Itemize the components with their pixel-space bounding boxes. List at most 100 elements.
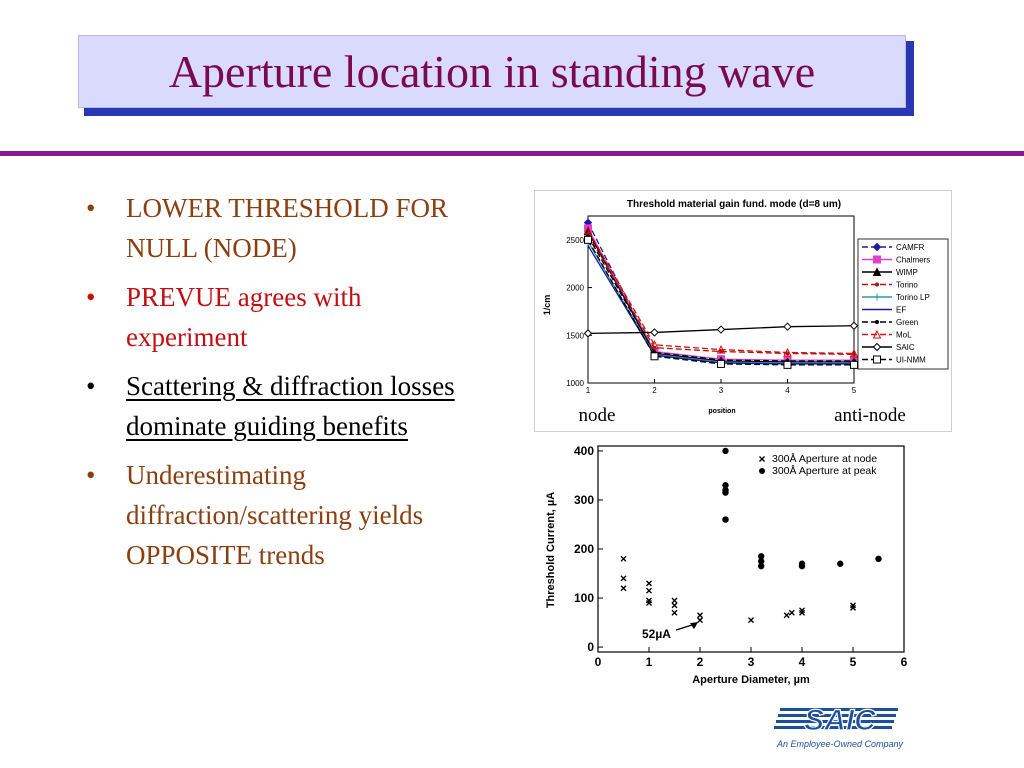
data-point: [646, 580, 652, 587]
legend-marker: [759, 468, 765, 474]
annotation-anti-node: anti-node: [834, 405, 906, 426]
legend-marker: [872, 342, 882, 352]
y-tick-label: 200: [574, 542, 594, 556]
data-point: [783, 612, 790, 619]
threshold-current-chart: 0 1 2 3 4 5 6 0 100 200 300 400 Aperture Diameter, µ…: [536, 440, 916, 690]
y-axis-label: Threshold Current, µA: [545, 492, 557, 608]
x-tick-label: 1: [586, 386, 591, 395]
legend-label: Torino LP: [896, 293, 930, 302]
data-point: [850, 604, 856, 611]
data-point: [758, 553, 765, 560]
x-tick-label: 4: [799, 655, 806, 669]
x-tick-label: 2: [697, 655, 704, 669]
y-tick-label: 1000: [566, 379, 584, 388]
legend-label: Green: [896, 318, 918, 327]
legend-marker: [875, 282, 879, 287]
annotation-node: node: [579, 405, 616, 426]
data-point: [748, 617, 754, 624]
data-point: [620, 575, 627, 582]
y-tick-label: 2000: [566, 284, 584, 293]
logo-wordmark: SAIC: [804, 704, 877, 737]
bullet-item: • PREVUE agrees with experiment: [86, 277, 476, 357]
y-tick-label: 0: [587, 640, 594, 654]
data-point: [650, 340, 659, 349]
y-tick-label: 100: [574, 591, 594, 605]
bullet-dot: •: [86, 193, 96, 223]
series-mol: [583, 225, 859, 358]
data-point: [671, 602, 678, 609]
series-ui-nmm: [584, 235, 858, 369]
x-axis-label: Aperture Diameter, µm: [692, 674, 810, 686]
y-axis-label: 1/cm: [542, 295, 552, 316]
bullet-item: • Scattering & diffraction losses domina…: [86, 366, 476, 446]
data-point: [697, 617, 703, 624]
legend-marker: [873, 355, 881, 364]
bullet-item: • Underestimating diffraction/scattering…: [86, 455, 476, 575]
saic-logo-mark: SAIC: [774, 703, 898, 738]
legend-marker: [872, 329, 882, 339]
data-point: [798, 562, 806, 570]
slide-title: Aperture location in standing wave: [168, 46, 816, 97]
data-point: [719, 349, 723, 354]
data-point: [875, 555, 882, 563]
y-tick-label: 400: [574, 444, 594, 458]
legend-label: Chalmers: [896, 256, 930, 265]
data-point: [849, 321, 859, 330]
data-point: [783, 322, 792, 331]
data-point: [783, 347, 792, 357]
saic-logo: SAIC An Employee-Owned Company: [770, 700, 910, 756]
data-point: [583, 329, 593, 338]
x-tick-label: 4: [785, 386, 790, 395]
y-tick-label: 2500: [566, 236, 584, 245]
logo-tagline: An Employee-Owned Company: [776, 739, 904, 749]
data-point: [671, 609, 678, 616]
legend-label: 300Å Aperture at peak: [772, 464, 877, 477]
data-point: [758, 558, 765, 565]
bullet-dot: •: [86, 282, 96, 312]
chart-title: Threshold material gain fund. mode (d=8 …: [627, 199, 841, 210]
title-box: Aperture location in standing wave: [78, 35, 906, 108]
data-point: [620, 555, 627, 562]
divider-rule: [0, 151, 1024, 156]
x-tick-label: 5: [852, 386, 857, 395]
legend-label: 300Å Aperture at node: [772, 452, 877, 465]
legend-label: WIMP: [896, 268, 918, 277]
data-point: [650, 328, 659, 337]
legend-marker: [875, 320, 879, 324]
bullet-dot: •: [86, 460, 96, 490]
legend-label: UI-NMM: [896, 356, 926, 365]
data-point: [584, 235, 592, 244]
legend-label: MoL: [896, 331, 912, 340]
x-tick-label: 3: [748, 655, 755, 669]
data-point: [788, 609, 795, 616]
x-tick-label: 6: [901, 655, 908, 669]
bullet-list: • LOWER THRESHOLD FOR NULL (NODE) • PREV…: [86, 188, 476, 584]
data-point: [799, 609, 805, 616]
legend-label: Torino: [896, 281, 918, 290]
legend-marker: [872, 267, 882, 276]
legend-marker: [872, 242, 882, 252]
data-point: [722, 516, 729, 523]
legend-marker: [873, 255, 881, 264]
legend-label: SAIC: [896, 343, 915, 352]
data-point: [671, 597, 678, 604]
y-tick-label: 300: [574, 493, 594, 507]
data-point: [722, 447, 729, 455]
data-point: [722, 482, 729, 489]
x-tick-label: 2: [652, 386, 657, 395]
bullet-text: PREVUE agrees with experiment: [126, 282, 362, 352]
x-tick-label: 5: [850, 655, 857, 669]
data-point: [697, 612, 703, 619]
data-point: [650, 352, 659, 361]
threshold-gain-chart: Threshold material gain fund. mode (d=8 …: [534, 190, 952, 432]
data-point: [837, 560, 844, 567]
data-point: [620, 585, 627, 592]
legend-marker: [873, 293, 881, 301]
annotation-52ua: 52µA: [642, 627, 671, 641]
bullet-dot: •: [86, 371, 96, 401]
data-point: [722, 489, 729, 496]
legend-label: EF: [896, 306, 906, 315]
x-tick-label: 1: [646, 655, 653, 669]
data-point: [758, 562, 765, 570]
series-line: [587, 229, 855, 355]
